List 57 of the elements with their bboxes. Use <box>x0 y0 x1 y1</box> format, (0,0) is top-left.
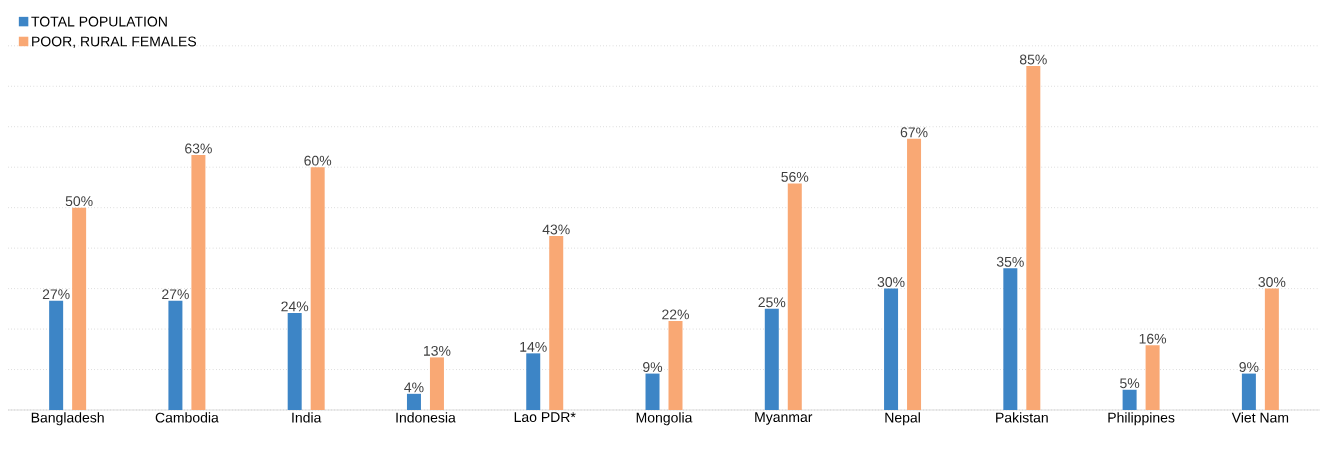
data-label: 60% <box>304 155 332 166</box>
data-label: 43% <box>542 224 570 235</box>
x-tick-label: Indonesia <box>396 412 456 423</box>
bar <box>406 393 421 410</box>
data-label: 35% <box>996 256 1024 267</box>
bar <box>1026 66 1041 410</box>
x-tick-label: Nepal <box>885 412 920 426</box>
bar <box>429 357 444 410</box>
data-label: 30% <box>1258 277 1286 288</box>
x-tick-label: Lao PDR* <box>514 412 576 423</box>
bar <box>884 288 899 410</box>
bar <box>168 300 183 410</box>
x-tick-label: Viet Nam <box>1231 412 1289 423</box>
bar <box>764 308 779 410</box>
data-label: 27% <box>42 289 70 300</box>
bar <box>549 235 564 410</box>
data-label: 5% <box>1120 378 1140 389</box>
x-tick-label: Myanmar <box>755 412 813 425</box>
x-tick-label: Bangladesh <box>31 412 104 426</box>
data-label: 22% <box>662 309 689 320</box>
legend-label: POOR, RURAL FEMALES <box>32 36 197 49</box>
data-label: 24% <box>281 301 309 312</box>
bar <box>1264 288 1279 410</box>
bar <box>310 167 325 410</box>
data-label: 13% <box>424 345 451 356</box>
data-label: 9% <box>1239 362 1259 372</box>
data-label: 25% <box>758 297 786 308</box>
x-tick-label: India <box>292 412 322 423</box>
data-label: 67% <box>900 127 928 138</box>
data-label: 63% <box>185 143 212 154</box>
data-label: 9% <box>643 362 663 372</box>
data-label: 4% <box>404 382 424 393</box>
bar <box>287 312 302 410</box>
bar <box>1145 345 1160 410</box>
bar <box>1003 268 1018 410</box>
bar <box>645 373 660 410</box>
data-label: 14% <box>520 341 547 352</box>
bar <box>1241 373 1256 410</box>
x-tick-label: Mongolia <box>636 412 693 426</box>
bar <box>668 320 683 410</box>
data-label: 30% <box>877 277 905 288</box>
data-label: 27% <box>162 289 189 300</box>
data-label: 56% <box>781 171 809 182</box>
bar <box>1122 389 1137 410</box>
data-label: 50% <box>65 196 93 207</box>
x-tick-label: Philippines <box>1108 412 1175 426</box>
bar <box>72 207 87 410</box>
legend-label: TOTAL POPULATION <box>31 16 167 27</box>
data-label: 16% <box>1139 333 1167 344</box>
x-tick-label: Pakistan <box>996 412 1048 423</box>
data-label: 85% <box>1019 54 1047 65</box>
bar <box>907 138 922 410</box>
bar <box>191 155 206 410</box>
bar <box>49 300 64 410</box>
bar <box>526 353 541 410</box>
bar <box>787 183 802 410</box>
x-tick-label: Cambodia <box>155 412 219 423</box>
